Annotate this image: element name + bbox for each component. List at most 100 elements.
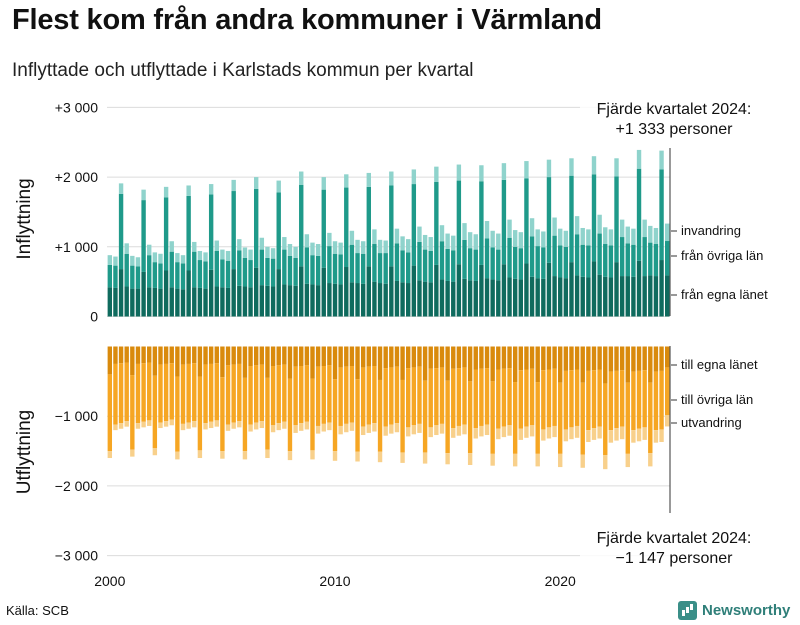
bar-in-ovriga <box>467 248 473 281</box>
bar-out-utvandring <box>214 420 219 427</box>
bar-in-invandring <box>636 149 642 169</box>
bar-out-ovriga <box>372 366 377 424</box>
bar-in-egna <box>473 280 478 317</box>
bar-in-invandring <box>360 241 366 254</box>
bar-in-ovriga <box>574 234 580 276</box>
bar-out-egna <box>113 346 118 364</box>
bar-in-invandring <box>496 233 501 250</box>
bar-in-egna <box>310 284 315 317</box>
bar-in-ovriga <box>642 237 647 277</box>
bar-in-invandring <box>614 158 619 177</box>
bar-out-egna <box>152 346 158 376</box>
bar-in-ovriga <box>113 265 118 288</box>
bar-in-egna <box>248 287 253 317</box>
bar-out-utvandring <box>186 422 191 429</box>
bar-in-invandring <box>417 226 422 242</box>
bar-out-utvandring <box>118 423 124 429</box>
bar-out-utvandring <box>467 453 473 465</box>
bar-out-egna <box>518 346 524 371</box>
bar-out-ovriga <box>524 369 529 427</box>
bar-in-egna <box>327 283 332 317</box>
bar-in-ovriga <box>535 246 540 279</box>
bar-out-utvandring <box>389 424 394 434</box>
bar-out-utvandring <box>208 421 214 429</box>
bar-out-egna <box>529 346 535 369</box>
y-tick-label: −1 000 <box>55 408 98 424</box>
bar-out-ovriga <box>586 370 591 431</box>
bar-in-egna <box>636 260 642 317</box>
bar-out-utvandring <box>231 422 236 429</box>
bar-out-egna <box>580 346 585 383</box>
bar-in-egna <box>417 280 422 317</box>
bar-out-ovriga <box>175 376 180 452</box>
bar-in-invandring <box>451 235 456 251</box>
bar-out-ovriga <box>411 367 417 426</box>
bar-in-ovriga <box>220 259 225 288</box>
bar-out-ovriga <box>541 370 546 430</box>
bar-out-egna <box>237 346 242 364</box>
bar-in-egna <box>603 276 608 317</box>
bar-out-utvandring <box>180 423 186 431</box>
bar-in-egna <box>163 270 169 317</box>
bar-in-egna <box>535 278 540 317</box>
bar-in-ovriga <box>552 235 557 277</box>
bar-in-egna <box>428 282 433 317</box>
bar-out-utvandring <box>310 450 315 460</box>
bar-in-invandring <box>113 256 118 266</box>
bar-in-ovriga <box>231 191 236 270</box>
bar-in-invandring <box>586 229 591 246</box>
bar-in-egna <box>574 275 580 317</box>
bar-out-utvandring <box>124 421 129 427</box>
bar-out-ovriga <box>299 366 304 424</box>
bar-in-ovriga <box>130 265 135 289</box>
bar-in-ovriga <box>507 237 512 278</box>
bar-in-ovriga <box>653 244 659 277</box>
bar-out-egna <box>490 346 495 382</box>
brand-logo[interactable]: Newsworthy <box>678 601 790 620</box>
bar-in-egna <box>546 262 552 317</box>
bar-in-ovriga <box>541 247 546 279</box>
bar-out-utvandring <box>552 425 557 438</box>
bar-in-egna <box>507 277 512 317</box>
bar-in-ovriga <box>299 184 304 267</box>
bar-in-ovriga <box>434 181 439 265</box>
bar-in-invandring <box>253 177 259 189</box>
bar-in-egna <box>147 287 152 317</box>
bar-out-ovriga <box>253 365 259 423</box>
bar-out-egna <box>321 346 326 367</box>
bar-in-ovriga <box>169 251 174 288</box>
bar-out-ovriga <box>389 367 394 425</box>
bar-out-utvandring <box>636 428 642 442</box>
bar-out-egna <box>383 346 388 369</box>
bar-in-invandring <box>631 228 636 245</box>
bar-out-utvandring <box>400 452 405 463</box>
bar-out-egna <box>186 346 191 364</box>
bar-in-egna <box>552 276 557 317</box>
y-label-utflyttning: Utflyttning <box>14 410 35 494</box>
bar-out-egna <box>473 346 478 370</box>
bar-in-egna <box>107 287 113 317</box>
bar-out-utvandring <box>586 430 591 442</box>
bar-out-egna <box>496 346 501 370</box>
bar-out-egna <box>282 346 287 365</box>
bar-in-invandring <box>580 227 585 245</box>
bar-out-ovriga <box>332 379 338 452</box>
bar-in-invandring <box>214 240 219 251</box>
bar-in-ovriga <box>490 247 495 280</box>
bar-out-ovriga <box>552 368 557 426</box>
bar-in-invandring <box>175 253 180 263</box>
chart-title: Flest kom från andra kommuner i Värmland <box>12 4 602 36</box>
bar-in-invandring <box>456 164 462 181</box>
bar-in-invandring <box>479 165 484 182</box>
bar-in-egna <box>315 285 321 317</box>
bar-out-egna <box>648 346 653 383</box>
bar-chart-icon <box>678 601 697 620</box>
bar-out-utvandring <box>259 421 265 429</box>
bar-out-utvandring <box>394 423 400 433</box>
bar-in-ovriga <box>439 241 445 280</box>
bar-in-ovriga <box>456 180 462 265</box>
bar-in-egna <box>237 285 242 317</box>
bar-out-egna <box>467 346 473 382</box>
bar-out-ovriga <box>180 364 186 424</box>
